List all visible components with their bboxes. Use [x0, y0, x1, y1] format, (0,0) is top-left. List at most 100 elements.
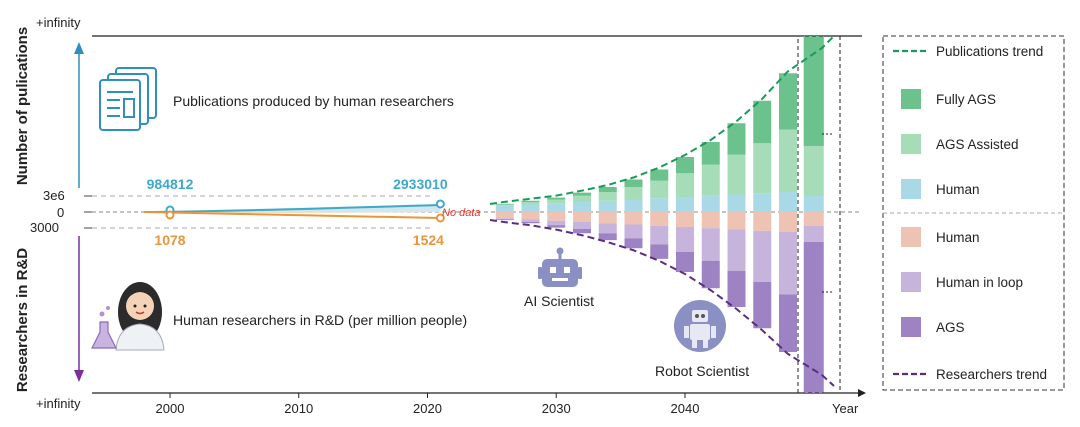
res-bar-ags: [650, 244, 669, 259]
researchers-historical-line: [144, 211, 441, 219]
res-bar-final-ags: [803, 242, 824, 393]
legend-swatch-5: [901, 272, 921, 292]
pub-bar-ags-assisted: [624, 187, 643, 200]
pub-bar-fully-ags: [753, 100, 772, 144]
res-bar-human-in-loop: [753, 230, 772, 282]
legend-swatch-6: [901, 317, 921, 337]
pub-bar-fully-ags: [573, 192, 591, 196]
x-axis-label: Year: [832, 401, 859, 416]
y-tick-3000: 3000: [30, 220, 59, 235]
legend-label-7: Researchers trend: [936, 367, 1047, 382]
historical-lines: 984812 2933010 1078 1524: [144, 176, 448, 248]
pub-bar-final-assisted: [803, 176, 824, 196]
researchers-trend-line: [489, 219, 835, 387]
pub-bar-human: [495, 205, 514, 212]
annotation-researchers: Human researchers in R&D (per million pe…: [173, 312, 467, 328]
trend-lines: [489, 35, 835, 387]
pub-bar-fully-ags: [521, 200, 540, 202]
future-region-box: [797, 35, 841, 394]
x-tick-label: 2020: [413, 401, 442, 416]
y-axis-label-top: Number of pulications: [14, 27, 31, 185]
res-bar-ags: [701, 260, 720, 289]
res-bar-human: [779, 212, 797, 232]
res-bar-human-in-loop: [676, 227, 694, 252]
res-bar-human: [753, 212, 772, 231]
legend-label-6: AGS: [936, 320, 965, 335]
res-bar-ags: [753, 282, 772, 329]
pub-bar-fully-ags: [650, 169, 669, 181]
pub-bar-ags-assisted: [779, 129, 797, 192]
legend-label-5: Human in loop: [936, 275, 1023, 290]
legend-label-3: Human: [936, 182, 980, 197]
publications-end-label: 2933010: [393, 176, 448, 192]
res-bar-human: [573, 212, 591, 222]
bottom-infinity-label: +infinity: [36, 396, 81, 411]
no-data-label: No data: [442, 207, 481, 219]
legend-swatch-3: [901, 179, 921, 199]
res-bar-ags: [727, 270, 746, 307]
pub-bar-ags-assisted: [495, 204, 514, 206]
x-axis-arrowhead: [858, 389, 866, 397]
res-bar-human-in-loop: [573, 222, 591, 229]
researchers-start-label: 1078: [154, 232, 185, 248]
res-bar-ags: [624, 238, 643, 249]
res-bar-ags: [779, 294, 797, 352]
res-bar-human-in-loop: [650, 225, 669, 245]
pub-bar-fully-ags: [624, 179, 643, 187]
pub-bar-human: [573, 202, 591, 212]
x-tick-label: 2010: [284, 401, 313, 416]
publications-end-point: [435, 199, 445, 209]
publications-trend-line: [489, 35, 835, 205]
legend-swatch-2: [901, 134, 921, 154]
robot-scientist-icon: [674, 300, 726, 352]
pub-bar-human: [727, 194, 746, 212]
down-arrowhead: [74, 370, 84, 382]
pub-bar-human: [521, 204, 540, 212]
res-bar-human-in-loop: [727, 229, 746, 271]
x-ticks: 2000 2010 2020 2030 2040: [156, 393, 699, 416]
researchers-end-label: 1524: [413, 232, 444, 248]
res-bar-final-human: [803, 212, 824, 226]
top-infinity-label: +infinity: [36, 15, 81, 30]
res-bar-human: [598, 212, 617, 224]
res-bar-ags: [598, 233, 617, 241]
annotation-robot-scientist: Robot Scientist: [655, 363, 749, 379]
researchers-start-point: [165, 210, 175, 220]
scientist-icon: [91, 282, 165, 351]
researchers-end-point: [435, 213, 445, 223]
pub-bar-fully-ags: [676, 157, 694, 174]
pub-bar-human: [701, 195, 720, 212]
res-bar-final-loop: [803, 226, 824, 242]
pub-bar-human: [598, 200, 617, 212]
pub-bar-ags-assisted: [547, 199, 566, 204]
res-bar-ags: [547, 225, 566, 228]
res-bar-human: [701, 212, 720, 229]
res-bar-ags: [676, 252, 694, 272]
res-bar-human: [547, 212, 566, 221]
pub-bar-human: [624, 199, 643, 212]
annotation-ai-scientist: AI Scientist: [524, 293, 594, 309]
res-bar-human: [650, 212, 669, 226]
pub-bar-human: [753, 193, 772, 212]
publications-start-label: 984812: [147, 176, 194, 192]
x-tick-label: 2030: [542, 401, 571, 416]
res-bar-human-in-loop: [495, 218, 514, 220]
res-bar-human-in-loop: [521, 219, 540, 222]
res-bar-human: [521, 212, 540, 220]
legend-label-1: Fully AGS: [936, 92, 996, 107]
res-bar-human-in-loop: [624, 224, 643, 239]
up-arrowhead: [74, 42, 84, 54]
legend-swatch-4: [901, 227, 921, 247]
res-bar-human: [676, 212, 694, 227]
res-bar-human: [624, 212, 643, 225]
y-axis-label-bottom: Researchers in R&D: [14, 248, 31, 392]
pub-bar-fully-ags: [727, 123, 746, 155]
legend-label-4: Human: [936, 230, 980, 245]
pub-bar-fully-ags: [495, 203, 514, 205]
y-tick-3e6: 3e6: [43, 188, 65, 203]
legend-label-0: Publications trend: [936, 44, 1043, 59]
res-bar-human: [495, 212, 514, 219]
legend-label-2: AGS Assisted: [936, 137, 1019, 152]
y-tick-0: 0: [57, 205, 64, 220]
